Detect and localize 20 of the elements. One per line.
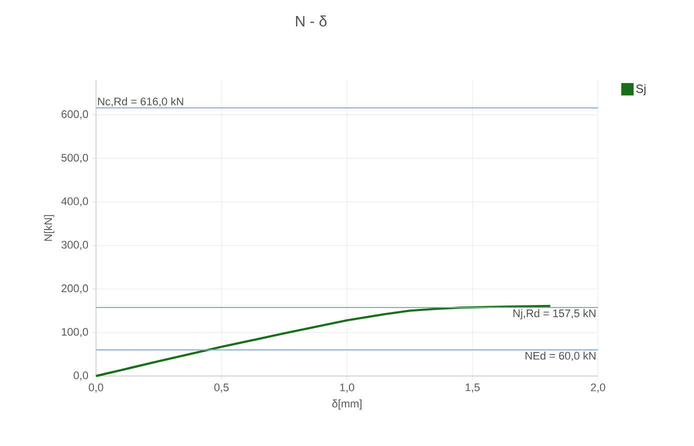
y-tick-label: 0,0 (74, 371, 88, 381)
y-tick-label: 100,0 (62, 328, 88, 337)
y-tick-label: 300,0 (61, 240, 88, 250)
x-tick-label: 2,0 (590, 384, 606, 393)
line-series (94, 304, 552, 378)
x-tick-label: 1,5 (466, 384, 480, 392)
legend-label: Sj (636, 84, 646, 96)
y-axis-title: N[kN] (44, 215, 54, 241)
x-tick-label: 1,0 (340, 384, 354, 393)
y-tick-label: 500,0 (61, 154, 88, 163)
chart-title: N - δ (296, 16, 327, 26)
ref-line-label: NEd = 60,0 kN (526, 352, 596, 361)
y-tick-label: 400,0 (61, 197, 88, 206)
y-tick-label: 200,0 (62, 284, 88, 294)
ref-line-label: Nc,Rd = 616,0 kN (98, 97, 184, 107)
x-tick-label: 0,5 (214, 384, 229, 393)
x-tick-label: 0,0 (88, 384, 104, 393)
ref-line-label: Nj,Rd = 157,5 kN (513, 309, 596, 320)
y-tick-label: 600,0 (62, 110, 88, 120)
x-axis-title: δ[mm] (332, 399, 362, 410)
